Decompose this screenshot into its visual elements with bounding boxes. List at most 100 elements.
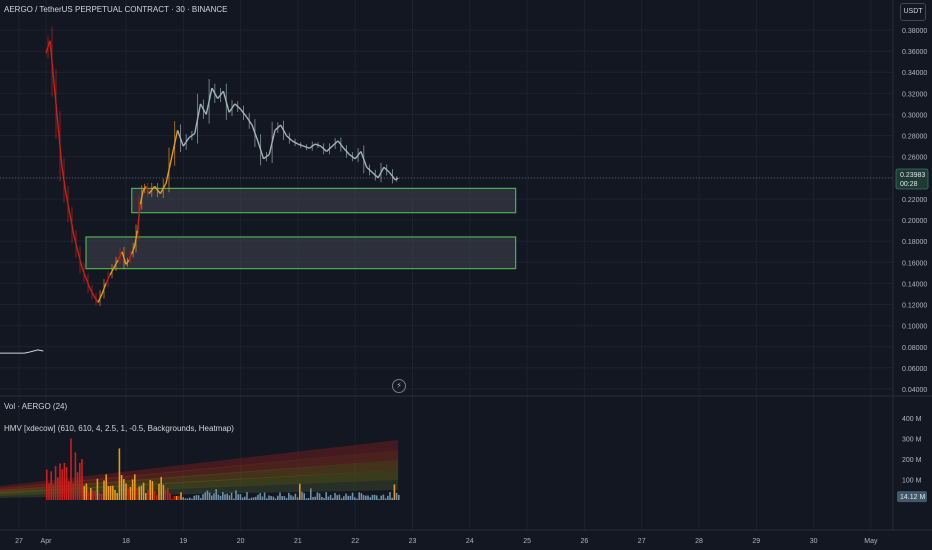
volume-bar: [169, 493, 171, 500]
price-series: [0, 26, 399, 354]
volume-bar: [285, 498, 288, 500]
volume-bar: [54, 465, 57, 500]
heatmap-band: [0, 460, 399, 494]
volume-bar: [230, 492, 233, 500]
time-tick-label: 28: [695, 538, 703, 545]
volume-bar: [356, 498, 358, 500]
volume-bar: [208, 492, 211, 500]
volume-bar: [48, 483, 50, 500]
heatmap-band: [0, 450, 399, 492]
volume-bar: [259, 493, 261, 500]
volume-bar: [252, 497, 255, 500]
volume-bar: [255, 496, 257, 500]
volume-bar: [149, 479, 151, 500]
volume-bar: [118, 448, 121, 500]
volume-bar: [296, 497, 299, 500]
price-axis[interactable]: 0.38000 0.36000 0.34000 0.32000 0.30000 0.280…: [902, 28, 927, 394]
volume-bar: [120, 474, 123, 500]
volume-bar: [92, 490, 94, 500]
volume-bar: [145, 493, 147, 500]
volume-bar: [305, 498, 308, 500]
volume-bar: [340, 498, 343, 500]
axis-badges: 0.23983 00:28 14.12 M: [895, 168, 929, 503]
volume-bar: [323, 498, 325, 500]
volume-bar: [57, 477, 59, 500]
volume-bar: [195, 495, 198, 500]
volume-bar: [272, 496, 275, 500]
price-tick-label: 0.16000: [902, 260, 927, 267]
price-badge: [895, 168, 929, 190]
volume-tick-label: 300 M: [902, 437, 922, 444]
volume-bar: [288, 492, 290, 500]
volume-bar: [140, 485, 143, 500]
volume-tick-label: 400 M: [902, 416, 922, 423]
volume-bar: [81, 459, 83, 500]
volume-bar: [329, 494, 332, 500]
time-tick-label: 26: [581, 538, 589, 545]
volume-bar: [290, 495, 292, 500]
volume-bar: [171, 498, 173, 500]
volume-bar: [138, 486, 140, 500]
time-tick-label: 20: [237, 538, 245, 545]
volume-bar: [334, 493, 336, 500]
volume-bar: [336, 495, 338, 500]
volume-axis[interactable]: 400 M 300 M 200 M 100 M: [902, 416, 922, 485]
volume-bar: [246, 492, 248, 500]
volume-bar: [134, 474, 136, 500]
volume-bar: [347, 495, 349, 500]
support-zone-1[interactable]: [131, 187, 517, 214]
volume-bar: [380, 495, 382, 500]
chart-title: AERGO / TetherUS PERPETUAL CONTRACT · 30…: [4, 5, 228, 14]
time-axis[interactable]: 27 Apr 18 19 20 21 22 23 24 25 26 27 28 29 30 May: [15, 538, 878, 545]
volume-bar: [360, 493, 363, 500]
volume-bars: [46, 438, 400, 500]
volume-bar: [162, 484, 165, 500]
volume-bar: [160, 476, 162, 500]
volume-bar: [76, 472, 79, 500]
volume-bar: [222, 491, 224, 500]
volume-bar: [46, 469, 48, 500]
volume-bar: [358, 492, 360, 500]
volume-bar: [105, 474, 107, 500]
volume-bar: [68, 481, 70, 500]
time-tick-label: 24: [466, 538, 474, 545]
volume-bar: [312, 496, 314, 500]
volume-bar: [178, 495, 180, 500]
volume-bar: [321, 496, 323, 500]
volume-bar: [343, 496, 345, 500]
volume-bar: [107, 486, 110, 500]
volume-bar: [74, 452, 77, 500]
time-tick-label: 29: [752, 538, 760, 545]
volume-bar: [263, 492, 266, 500]
volume-bar: [228, 495, 231, 500]
volume-bar: [167, 487, 169, 500]
support-zone-2[interactable]: [85, 236, 517, 270]
volume-bar: [301, 491, 303, 500]
volume-bar: [136, 487, 138, 500]
volume-bar: [365, 495, 367, 500]
volume-indicator-label[interactable]: Vol · AERGO (24): [4, 402, 68, 411]
pre-listing-series: [0, 349, 44, 354]
volume-bar: [211, 495, 213, 500]
volume-bar: [367, 495, 369, 500]
volume-bar: [398, 494, 400, 500]
support-zones[interactable]: [85, 187, 517, 270]
volume-bar: [299, 483, 301, 500]
price-badge-value: 0.23983: [900, 172, 925, 179]
time-tick-label: 27: [638, 538, 646, 545]
volume-bar: [127, 488, 129, 500]
volume-bar: [387, 495, 389, 500]
currency-button[interactable]: USDT: [900, 3, 926, 21]
volume-bar: [72, 483, 74, 500]
lightning-icon[interactable]: ⚡: [392, 379, 406, 393]
volume-bar: [116, 492, 118, 500]
volume-bar: [395, 492, 398, 500]
volume-bar: [156, 495, 158, 500]
hmv-indicator-label[interactable]: HMV [xdecow] (610, 610, 4, 2.5, 1, -0.5,…: [4, 424, 234, 433]
volume-bar: [303, 493, 305, 500]
volume-bar: [393, 484, 396, 500]
volume-bar: [173, 496, 176, 500]
time-tick-label: 25: [523, 538, 531, 545]
volume-bar: [59, 463, 61, 500]
